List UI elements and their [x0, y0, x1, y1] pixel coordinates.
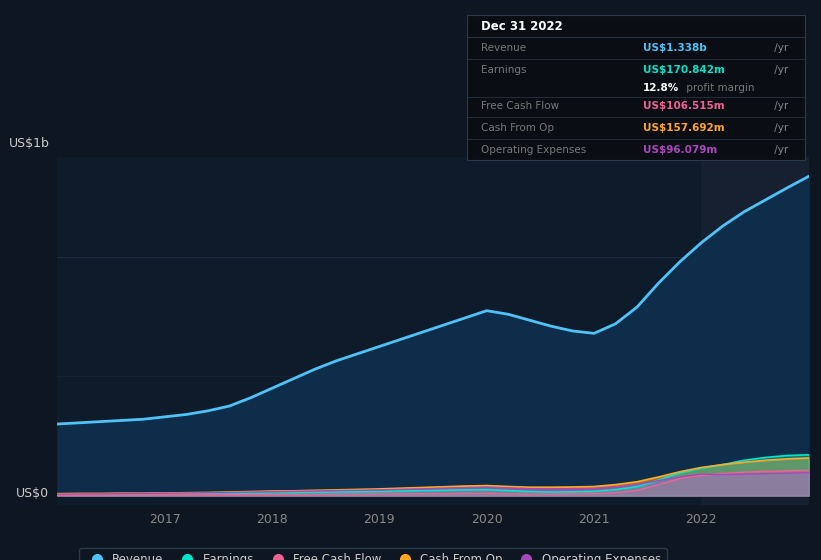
Text: US$106.515m: US$106.515m: [643, 101, 724, 111]
Text: US$1.338b: US$1.338b: [643, 43, 707, 53]
Text: Revenue: Revenue: [480, 43, 525, 53]
Text: Earnings: Earnings: [480, 65, 526, 75]
Text: US$1b: US$1b: [8, 137, 49, 150]
Text: /yr: /yr: [771, 43, 788, 53]
Text: /yr: /yr: [771, 101, 788, 111]
Bar: [701, 157, 809, 505]
Text: /yr: /yr: [771, 65, 788, 75]
Text: 12.8%: 12.8%: [643, 82, 679, 92]
Text: /yr: /yr: [771, 123, 788, 133]
Text: Operating Expenses: Operating Expenses: [480, 145, 585, 155]
Text: US$0: US$0: [16, 487, 49, 500]
Text: Cash From Op: Cash From Op: [480, 123, 553, 133]
Text: US$96.079m: US$96.079m: [643, 145, 717, 155]
Text: /yr: /yr: [771, 145, 788, 155]
Text: US$170.842m: US$170.842m: [643, 65, 725, 75]
Text: US$157.692m: US$157.692m: [643, 123, 724, 133]
Text: Dec 31 2022: Dec 31 2022: [480, 20, 562, 33]
Text: profit margin: profit margin: [683, 82, 754, 92]
Text: Free Cash Flow: Free Cash Flow: [480, 101, 558, 111]
Legend: Revenue, Earnings, Free Cash Flow, Cash From Op, Operating Expenses: Revenue, Earnings, Free Cash Flow, Cash …: [79, 548, 667, 560]
